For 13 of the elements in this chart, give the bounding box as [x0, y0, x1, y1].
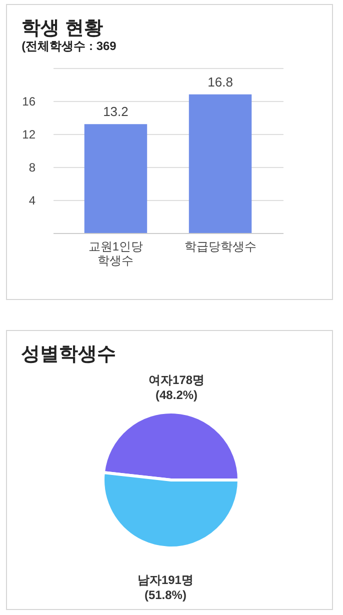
- y-tick-label: 16: [22, 94, 36, 108]
- chart-title: 학생 현황: [22, 18, 103, 39]
- y-tick-label: 8: [28, 160, 36, 174]
- data-label: 13.2: [103, 104, 128, 120]
- slice-label: 여자178명 (48.2%): [148, 373, 205, 402]
- y-tick-label: 4: [28, 194, 36, 208]
- data-label: 16.8: [208, 74, 233, 90]
- x-tick-label: 교원1인당 학생수: [88, 240, 144, 268]
- y-tick-label: 12: [22, 128, 36, 142]
- x-tick-label: 학급당학생수: [184, 240, 256, 254]
- slice-label: 남자191명 (51.8%): [137, 572, 194, 602]
- chart-title: 성별학생수: [21, 344, 116, 366]
- chart-subtitle: (전체학생수 : 369: [22, 39, 117, 53]
